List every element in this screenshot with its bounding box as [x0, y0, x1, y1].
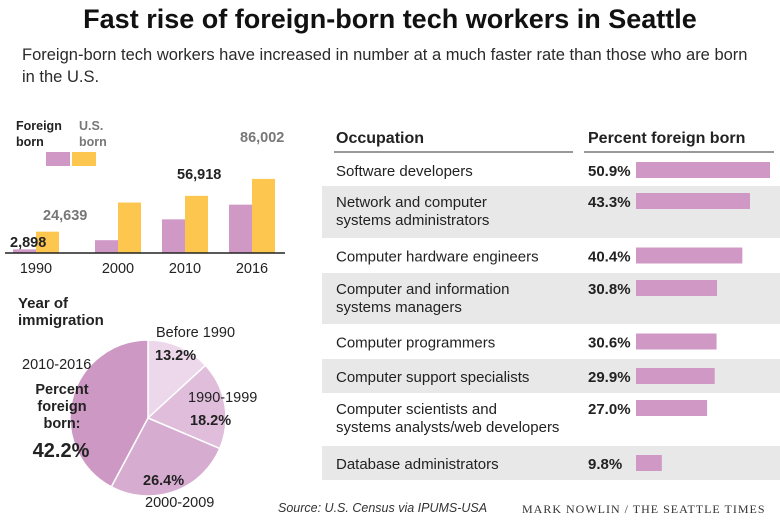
legend-foreign-label-2: born	[16, 135, 44, 149]
percent-label-5: 30.6%	[588, 335, 631, 352]
pie-value-1990-1999: 18.2%	[190, 413, 231, 429]
x-tick-2000: 2000	[102, 261, 134, 277]
source-note: Source: U.S. Census via IPUMS-USA	[278, 501, 488, 515]
percent-bar-7	[636, 400, 708, 416]
bar-foreign-2000	[95, 240, 118, 253]
legend-us-label-1: U.S.	[79, 119, 103, 133]
pie-center-text-1: Percent	[35, 382, 88, 398]
table-header-percent: Percent foreign born	[588, 130, 745, 147]
pie-heading-1: Year of	[18, 295, 69, 312]
chart-title: Fast rise of foreign-born tech workers i…	[83, 4, 697, 34]
pie-value-2000-2009: 26.4%	[143, 473, 184, 489]
occupation-label-2-line2: systems administrators	[336, 212, 489, 229]
occupation-label-7-line2: systems analysts/web developers	[336, 419, 559, 436]
pie-center-text-2: foreign	[37, 399, 86, 415]
legend-us-label-2: born	[79, 135, 107, 149]
percent-bar-3	[636, 247, 743, 264]
data-label-foreign-2016: 56,918	[177, 167, 221, 183]
pie-label-2000-2009: 2000-2009	[145, 495, 214, 511]
occupation-table: Occupation Percent foreign born Software d…	[322, 130, 780, 480]
pie-slice-2010-2016	[69, 339, 149, 488]
percent-bar-6	[636, 368, 715, 384]
occupation-label-6: Computer support specialists	[336, 369, 529, 386]
percent-label-2: 43.3%	[588, 194, 631, 211]
bar-foreign-2010	[162, 219, 185, 253]
legend-foreign-label-1: Foreign	[16, 119, 62, 133]
pie-value-before-1990: 13.2%	[155, 348, 196, 364]
bar-us-2000	[118, 202, 141, 253]
percent-label-6: 29.9%	[588, 369, 631, 386]
bar-chart: Foreign born U.S. born 1990 2000 2010 2016 2,898…	[5, 119, 285, 277]
occupation-label-1: Software developers	[336, 163, 473, 180]
data-label-us-1990: 24,639	[43, 208, 87, 224]
x-tick-2010: 2010	[169, 261, 201, 277]
percent-bar-5	[636, 333, 717, 350]
pie-center-text-3: born:	[43, 416, 80, 432]
bar-foreign-1990	[13, 249, 36, 253]
data-label-foreign-1990: 2,898	[10, 235, 46, 251]
pie-label-before-1990: Before 1990	[156, 325, 235, 341]
chart-subtitle: Foreign-born tech workers have increased…	[22, 46, 748, 86]
data-label-us-2016: 86,002	[240, 130, 284, 146]
percent-label-8: 9.8%	[588, 456, 622, 473]
pie-label-1990-1999: 1990-1999	[188, 390, 257, 406]
pie-label-2010-2016: 2010-2016	[22, 357, 91, 373]
occupation-label-5: Computer programmers	[336, 335, 495, 352]
legend-foreign-swatch	[46, 152, 70, 166]
occupation-label-8: Database administrators	[336, 456, 499, 473]
percent-label-3: 40.4%	[588, 249, 631, 266]
bar-us-2010	[185, 195, 208, 253]
percent-bar-8	[636, 455, 662, 471]
bar-us-2016	[252, 178, 275, 253]
table-row-band-8	[322, 446, 780, 480]
bar-foreign-2016	[229, 204, 252, 253]
percent-bar-1	[636, 162, 770, 178]
occupation-label-2: Network and computer	[336, 194, 487, 211]
occupation-label-7: Computer scientists and	[336, 401, 497, 418]
percent-label-4: 30.8%	[588, 281, 631, 298]
percent-bar-4	[636, 280, 718, 296]
percent-label-7: 27.0%	[588, 401, 631, 418]
credit-line: MARK NOWLIN / THE SEATTLE TIMES	[522, 502, 766, 516]
x-tick-2016: 2016	[236, 261, 268, 277]
table-header-occupation: Occupation	[336, 130, 424, 147]
legend-us-swatch	[72, 152, 96, 166]
occupation-label-3: Computer hardware engineers	[336, 249, 539, 266]
occupation-label-4: Computer and information	[336, 281, 509, 298]
percent-label-1: 50.9%	[588, 163, 631, 180]
pie-slice-1990-1999	[146, 364, 227, 450]
bar-us-1990	[36, 231, 59, 253]
pie-heading-2: immigration	[18, 312, 104, 329]
pie-center-value: 42.2%	[33, 440, 90, 462]
pie-slice-Before 1990	[147, 339, 207, 420]
occupation-label-4-line2: systems managers	[336, 299, 462, 316]
percent-bar-2	[636, 193, 750, 209]
x-tick-1990: 1990	[20, 261, 52, 277]
